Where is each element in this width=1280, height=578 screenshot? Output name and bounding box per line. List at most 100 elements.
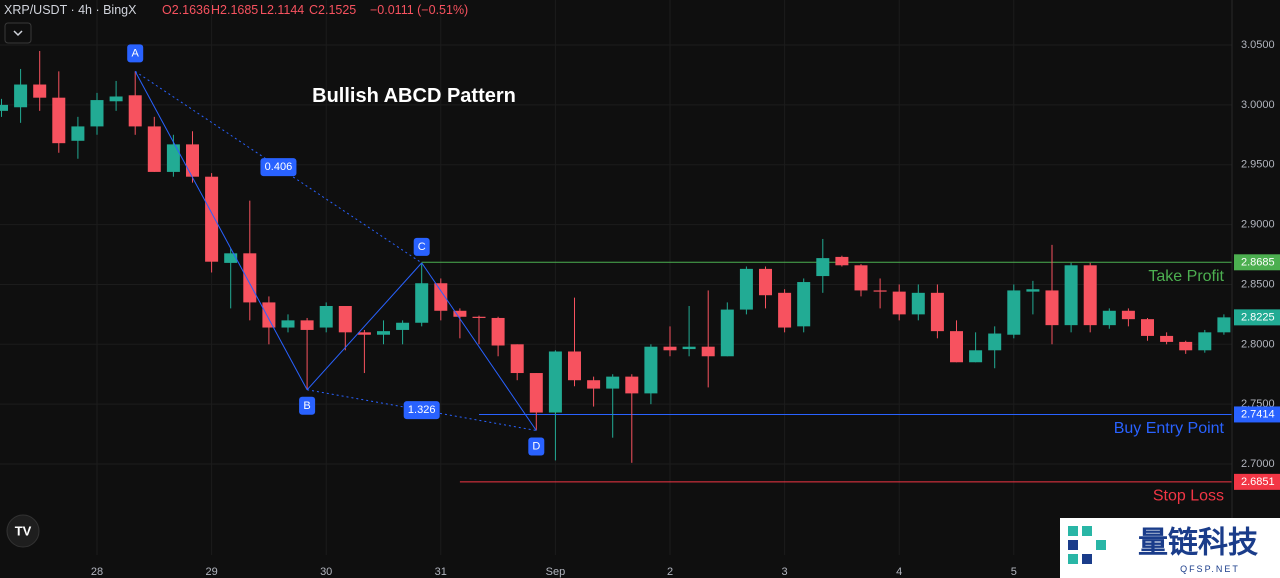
- ohlc-change: −0.0111 (−0.51%): [370, 3, 468, 17]
- candle-body: [720, 309, 734, 357]
- candle-body: [1217, 317, 1231, 333]
- candle-body: [319, 305, 333, 328]
- candle-body: [52, 97, 66, 144]
- candle-body: [854, 265, 868, 291]
- x-tick-label: 30: [320, 566, 332, 578]
- candle-body: [930, 292, 944, 332]
- candle-body: [644, 346, 658, 394]
- candle-body: [128, 95, 142, 127]
- candle-body: [491, 317, 505, 346]
- x-tick-label: 31: [435, 566, 447, 578]
- candle-body: [1160, 335, 1174, 342]
- x-tick-label: 4: [896, 566, 902, 578]
- candle-body: [1026, 289, 1040, 292]
- y-tick-label: 2.8000: [1241, 338, 1275, 350]
- ohlc-open: O2.1636: [162, 3, 210, 17]
- candle-body: [224, 253, 238, 263]
- candle-body: [14, 84, 28, 108]
- svg-text:TV: TV: [15, 524, 32, 539]
- x-tick-label: 28: [91, 566, 103, 578]
- point-label: B: [303, 400, 310, 412]
- price-box-label: 2.7414: [1241, 408, 1275, 420]
- candle-body: [90, 100, 104, 127]
- candle-body: [71, 126, 85, 141]
- candle-body: [33, 84, 47, 98]
- price-box: [1234, 254, 1280, 271]
- candle-body: [1121, 310, 1135, 320]
- candle-body: [816, 258, 830, 277]
- tv-logo[interactable]: TV: [6, 514, 40, 548]
- candle-body: [281, 320, 295, 328]
- candle-body: [663, 346, 677, 351]
- candle-body: [1045, 290, 1059, 326]
- x-tick-label: 5: [1011, 566, 1017, 578]
- point-box: [413, 237, 430, 256]
- candle-body: [606, 376, 620, 389]
- candle-body: [988, 333, 1002, 351]
- level-label: Buy Entry Point: [1114, 420, 1225, 437]
- candle-body: [1083, 265, 1097, 326]
- candle-body: [835, 256, 849, 266]
- candle-body: [969, 350, 983, 363]
- point-label: A: [132, 47, 140, 59]
- point-label: C: [418, 241, 426, 253]
- x-tick-label: 2: [667, 566, 673, 578]
- candle-body: [759, 268, 772, 296]
- candle-body: [357, 332, 371, 335]
- y-tick-label: 2.7000: [1241, 458, 1275, 470]
- x-tick-label: Sep: [546, 566, 566, 578]
- candle-body: [377, 331, 390, 335]
- candle-body: [1007, 290, 1021, 335]
- candle-body: [950, 331, 963, 363]
- candle-body: [396, 322, 410, 330]
- candle-body: [300, 320, 314, 330]
- candle-body: [587, 380, 601, 389]
- point-box: [528, 437, 545, 456]
- ohlc-close: C2.1525: [309, 3, 356, 17]
- watermark-name: 量链科技: [1138, 526, 1258, 560]
- candle-body: [109, 96, 123, 102]
- watermark: 量链科技 QFSP.NET: [1060, 518, 1280, 578]
- chart-title: Bullish ABCD Pattern: [312, 85, 516, 107]
- candle-body: [1179, 341, 1193, 351]
- ratio-label: 0.406: [265, 161, 293, 173]
- symbol: XRP/USDT · 4h · BingX: [4, 3, 137, 17]
- pattern: 0.406 1.326 A B C D: [127, 44, 545, 456]
- x-tick-label: 3: [782, 566, 788, 578]
- ratio-box: [260, 158, 297, 177]
- candle-body: [739, 268, 753, 310]
- watermark-site: QFSP.NET: [1180, 564, 1240, 574]
- candle-body: [472, 316, 486, 318]
- candle-body: [529, 373, 543, 413]
- last-price-box: [1234, 309, 1280, 326]
- pattern-leg: [134, 71, 308, 391]
- candle-body: [1198, 332, 1212, 351]
- axes: 3.05003.00002.95002.90002.85002.80002.75…: [91, 39, 1280, 578]
- pattern-leg: [306, 262, 423, 391]
- level-label: Stop Loss: [1153, 487, 1224, 504]
- price-box-label: 2.6851: [1241, 476, 1275, 488]
- candle-body: [453, 310, 467, 317]
- candle-body: [1064, 265, 1078, 326]
- ohlc-high: H2.1685: [211, 3, 258, 17]
- point-label: D: [532, 440, 540, 452]
- grid: [0, 0, 1232, 555]
- ratio-box: [403, 401, 440, 420]
- candle-body: [568, 351, 581, 381]
- candle-body: [778, 292, 792, 328]
- candle-body: [186, 144, 199, 177]
- last-price-label: 2.8225: [1241, 311, 1275, 323]
- candle-body: [548, 351, 562, 413]
- point-box: [299, 396, 316, 415]
- collapse-button[interactable]: [4, 22, 32, 44]
- level-label: Take Profit: [1148, 268, 1224, 285]
- y-tick-label: 2.9500: [1241, 159, 1275, 171]
- candle-body: [205, 176, 219, 262]
- candle-body: [415, 283, 429, 323]
- y-tick-label: 2.8500: [1241, 278, 1275, 290]
- candles: [0, 50, 1231, 463]
- candle-body: [892, 291, 906, 315]
- y-tick-label: 2.9000: [1241, 219, 1275, 231]
